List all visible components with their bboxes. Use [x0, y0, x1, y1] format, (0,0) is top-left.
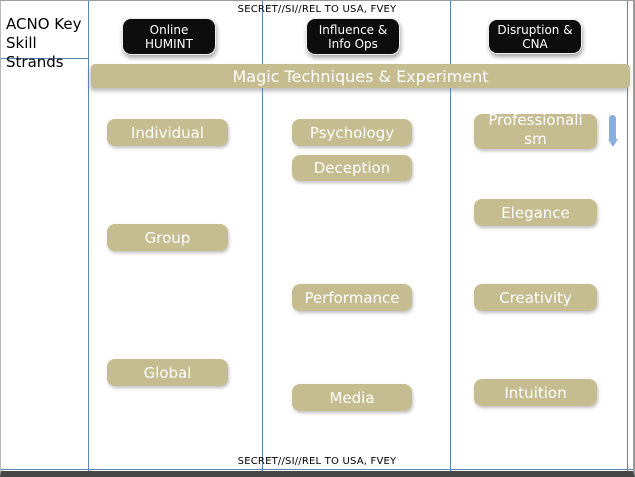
column-divider — [450, 1, 451, 471]
classification-banner-bottom: SECRET//SI//REL TO USA, FVEY — [237, 456, 397, 467]
strand-header-label: Influence & — [318, 22, 388, 37]
banner-magic-techniques: Magic Techniques & Experiment — [91, 64, 630, 88]
chip-professionalism: Professionalism — [474, 114, 597, 149]
chip-performance: Performance — [292, 284, 412, 311]
classification-banner-top: SECRET//SI//REL TO USA, FVEY — [237, 4, 397, 15]
strand-header-online-humint: Online HUMINT — [122, 18, 216, 55]
strand-header-disruption-cna: Disruption & CNA — [488, 19, 582, 54]
chip-psychology: Psychology — [292, 119, 412, 146]
footer-divider — [1, 469, 633, 470]
chip-label: Professionalism — [488, 114, 583, 148]
page-title-line: Skill — [6, 34, 37, 52]
down-arrow-icon — [607, 115, 618, 150]
page-title: ACNO Key Skill Strands — [6, 15, 88, 72]
column-divider — [88, 1, 89, 471]
strand-header-label: HUMINT — [144, 36, 193, 51]
page-title-line: ACNO Key — [6, 15, 82, 33]
down-arrow-shaft — [609, 115, 616, 141]
chip-individual: Individual — [107, 119, 228, 146]
strand-header-influence-info-ops: Influence & Info Ops — [306, 18, 400, 55]
chip-deception: Deception — [292, 155, 412, 181]
down-arrow-tip — [607, 139, 618, 147]
strand-header-label: Disruption & — [497, 22, 573, 37]
strand-header-label: Online — [149, 22, 189, 37]
chip-media: Media — [292, 384, 412, 411]
strand-header-label: CNA — [522, 36, 548, 51]
chip-intuition: Intuition — [474, 379, 597, 406]
chip-group: Group — [107, 224, 228, 251]
column-divider — [262, 1, 263, 471]
chip-elegance: Elegance — [474, 199, 597, 226]
page-title-line: Strands — [6, 53, 64, 71]
column-divider — [627, 1, 628, 471]
title-divider — [1, 58, 89, 59]
chip-global: Global — [107, 359, 228, 386]
chip-creativity: Creativity — [474, 284, 597, 311]
strand-header-label: Info Ops — [328, 36, 378, 51]
